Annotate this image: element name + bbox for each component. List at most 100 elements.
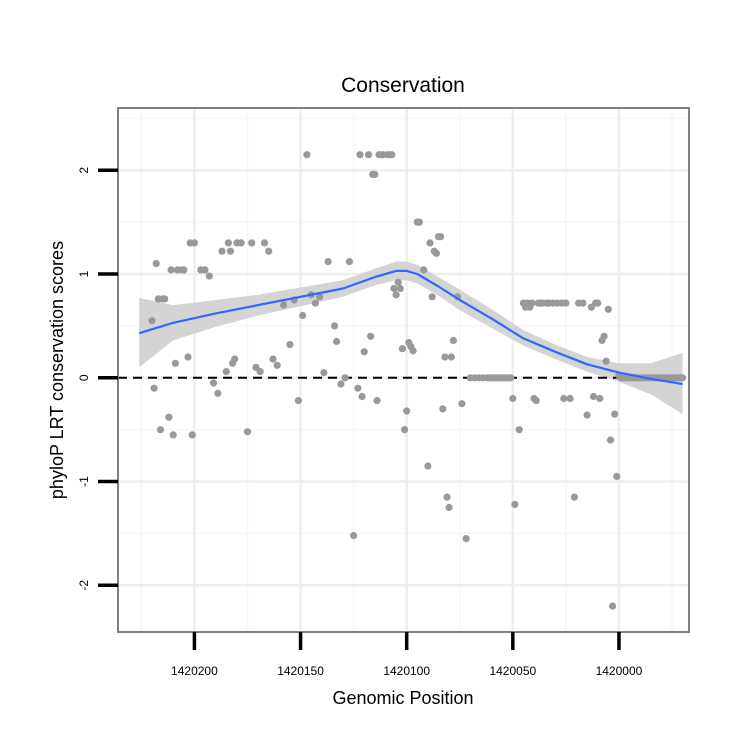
data-point <box>445 503 453 512</box>
data-point <box>214 389 222 397</box>
data-point <box>398 345 406 353</box>
data-point <box>303 151 311 159</box>
data-point <box>439 405 447 413</box>
y-tick-label: 1 <box>77 270 91 277</box>
data-point <box>222 368 230 376</box>
data-point <box>424 462 432 470</box>
data-point <box>602 357 610 365</box>
data-point <box>316 293 324 301</box>
data-point <box>152 260 160 268</box>
data-point <box>394 278 402 286</box>
x-axis: 1420200 1420150 1420100 1420050 1420000 <box>171 632 643 678</box>
data-point <box>604 305 612 313</box>
data-point <box>345 258 353 266</box>
data-point <box>161 295 169 303</box>
data-point <box>167 266 175 274</box>
smooth-trend <box>138 269 683 386</box>
data-point <box>409 347 417 355</box>
data-point <box>364 151 373 159</box>
data-point <box>415 218 423 226</box>
x-tick-label: 1420100 <box>383 664 430 678</box>
data-point <box>231 355 239 363</box>
data-point <box>528 299 536 307</box>
data-point <box>367 332 375 340</box>
data-point <box>165 413 173 421</box>
data-point <box>360 348 368 356</box>
data-point <box>226 247 235 255</box>
x-tick-label: 1420000 <box>596 664 643 678</box>
x-axis-title: Genomic Position <box>332 688 473 708</box>
data-point <box>273 361 281 369</box>
data-point <box>458 400 466 408</box>
data-point <box>507 374 515 382</box>
data-point <box>350 531 358 540</box>
data-point <box>358 392 366 401</box>
smooth-line <box>138 269 683 386</box>
data-point <box>373 397 381 405</box>
data-point <box>447 353 455 361</box>
data-point <box>341 374 349 382</box>
data-point <box>566 394 574 403</box>
data-point <box>280 301 288 309</box>
data-point <box>437 233 445 241</box>
x-tick-label: 1420150 <box>277 664 324 678</box>
data-point <box>390 284 398 293</box>
confidence-band-area <box>139 261 683 415</box>
data-point <box>606 436 615 444</box>
data-point <box>609 602 617 610</box>
data-point <box>613 472 621 480</box>
data-point <box>371 170 379 178</box>
data-point <box>243 428 252 436</box>
data-point <box>388 151 396 159</box>
data-point <box>401 426 409 434</box>
data-point <box>679 374 687 382</box>
data-point <box>248 239 256 247</box>
data-point <box>156 426 165 434</box>
data-point <box>171 359 179 367</box>
data-point <box>324 258 332 266</box>
y-tick-label: 0 <box>77 374 91 381</box>
data-point <box>426 239 434 247</box>
data-point <box>420 266 428 274</box>
panel-border <box>117 107 690 633</box>
data-point <box>205 272 213 280</box>
data-point <box>432 249 440 257</box>
data-point <box>579 299 587 307</box>
data-point <box>190 239 198 247</box>
confidence-band <box>139 261 683 415</box>
data-points <box>148 151 687 610</box>
data-point <box>209 379 218 387</box>
data-point <box>570 493 579 501</box>
data-point <box>596 394 604 403</box>
data-point <box>511 500 519 508</box>
data-point <box>148 317 156 325</box>
data-point <box>562 299 570 307</box>
data-point <box>330 322 339 330</box>
data-point <box>509 394 517 403</box>
data-point <box>449 336 457 344</box>
data-point <box>594 299 602 307</box>
data-point <box>150 384 158 392</box>
data-point <box>600 332 608 340</box>
x-tick-label: 1420200 <box>171 664 218 678</box>
data-point <box>333 337 341 346</box>
data-point <box>294 397 302 405</box>
y-tick-label: -1 <box>77 476 91 487</box>
data-point <box>337 380 345 388</box>
data-point <box>256 368 264 376</box>
data-point <box>356 151 364 159</box>
data-point <box>311 299 319 307</box>
data-point <box>237 239 245 247</box>
data-point <box>611 410 619 418</box>
data-point <box>169 431 177 439</box>
x-tick-label: 1420050 <box>489 664 536 678</box>
data-point <box>392 291 400 299</box>
data-point <box>320 369 328 377</box>
data-point <box>218 247 226 255</box>
data-point <box>265 247 273 255</box>
y-axis-title: phyloP LRT conservation scores <box>47 241 67 499</box>
plot-frame <box>117 107 690 633</box>
data-point <box>441 353 449 361</box>
data-point <box>396 284 404 293</box>
